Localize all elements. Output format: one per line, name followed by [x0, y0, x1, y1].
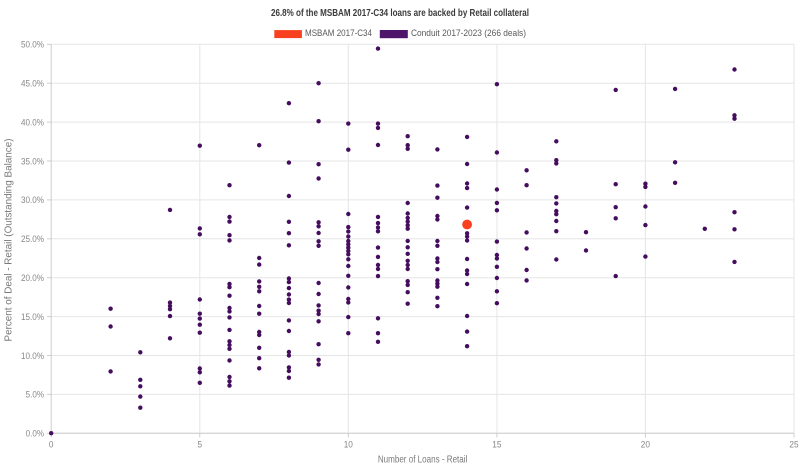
svg-text:15.0%: 15.0% [21, 312, 44, 322]
svg-text:25.0%: 25.0% [21, 234, 44, 244]
svg-text:30.0%: 30.0% [21, 195, 44, 205]
svg-text:15: 15 [492, 439, 501, 449]
svg-text:45.0%: 45.0% [21, 79, 44, 89]
svg-text:26.8% of the MSBAM 2017-C34 lo: 26.8% of the MSBAM 2017-C34 loans are ba… [271, 8, 529, 19]
svg-text:10.0%: 10.0% [21, 351, 44, 361]
svg-text:Percent of Deal - Retail (Outs: Percent of Deal - Retail (Outstanding Ba… [4, 139, 15, 342]
svg-text:25: 25 [789, 439, 798, 449]
svg-text:40.0%: 40.0% [21, 117, 44, 127]
svg-text:50.0%: 50.0% [21, 40, 44, 50]
svg-text:MSBAM 2017-C34: MSBAM 2017-C34 [305, 27, 372, 38]
svg-text:10: 10 [344, 439, 353, 449]
svg-text:Conduit 2017-2023 (266 deals): Conduit 2017-2023 (266 deals) [411, 27, 526, 38]
svg-text:Number of Loans - Retail: Number of Loans - Retail [378, 455, 468, 466]
svg-text:0.0%: 0.0% [26, 429, 44, 439]
svg-text:20.0%: 20.0% [21, 273, 44, 283]
svg-text:35.0%: 35.0% [21, 156, 44, 166]
svg-text:5: 5 [198, 439, 203, 449]
svg-text:5.0%: 5.0% [26, 390, 44, 400]
svg-text:0: 0 [49, 439, 54, 449]
svg-text:20: 20 [641, 439, 650, 449]
